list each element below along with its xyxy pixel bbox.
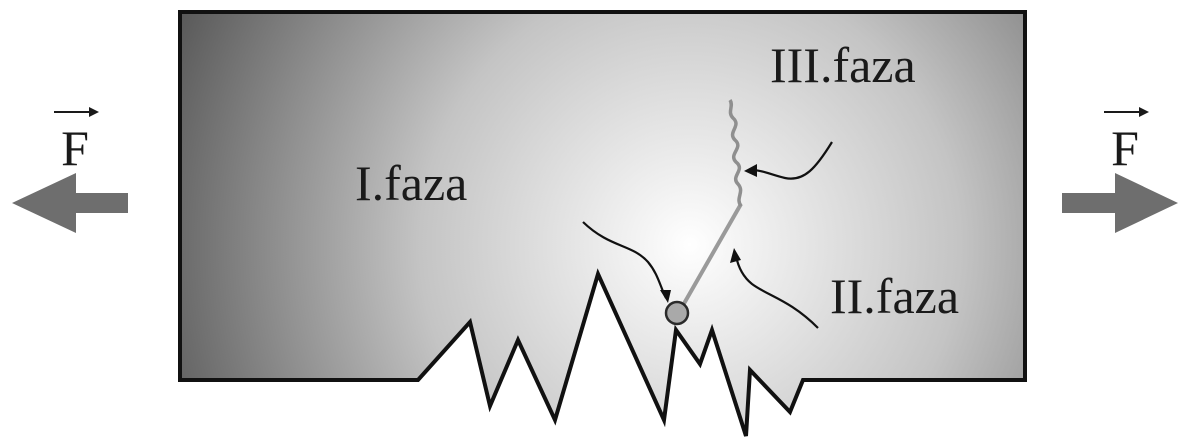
pointer-arrow-phase-1 — [582, 221, 671, 303]
phase-3-label: III.faza — [770, 37, 916, 93]
force-label-left: F — [61, 120, 89, 176]
force-label-left-group: F — [54, 107, 99, 176]
vector-arrow-icon — [54, 107, 99, 117]
pointer-arrow-phase-3 — [744, 141, 833, 180]
arrow-left-icon — [12, 173, 128, 233]
phase-1-label: I.faza — [355, 155, 467, 211]
arrow-right-icon — [1062, 173, 1178, 233]
force-label-right-group: F — [1104, 107, 1149, 176]
final-fracture-wave — [728, 99, 743, 208]
crack-propagation-line — [676, 203, 743, 315]
vector-arrow-icon — [1104, 107, 1149, 117]
force-label-right: F — [1111, 120, 1139, 176]
crack-nucleus — [664, 300, 690, 326]
specimen-plate — [178, 10, 1027, 437]
phase-2-label: II.faza — [830, 268, 959, 324]
pointer-arrow-phase-2 — [730, 248, 819, 329]
